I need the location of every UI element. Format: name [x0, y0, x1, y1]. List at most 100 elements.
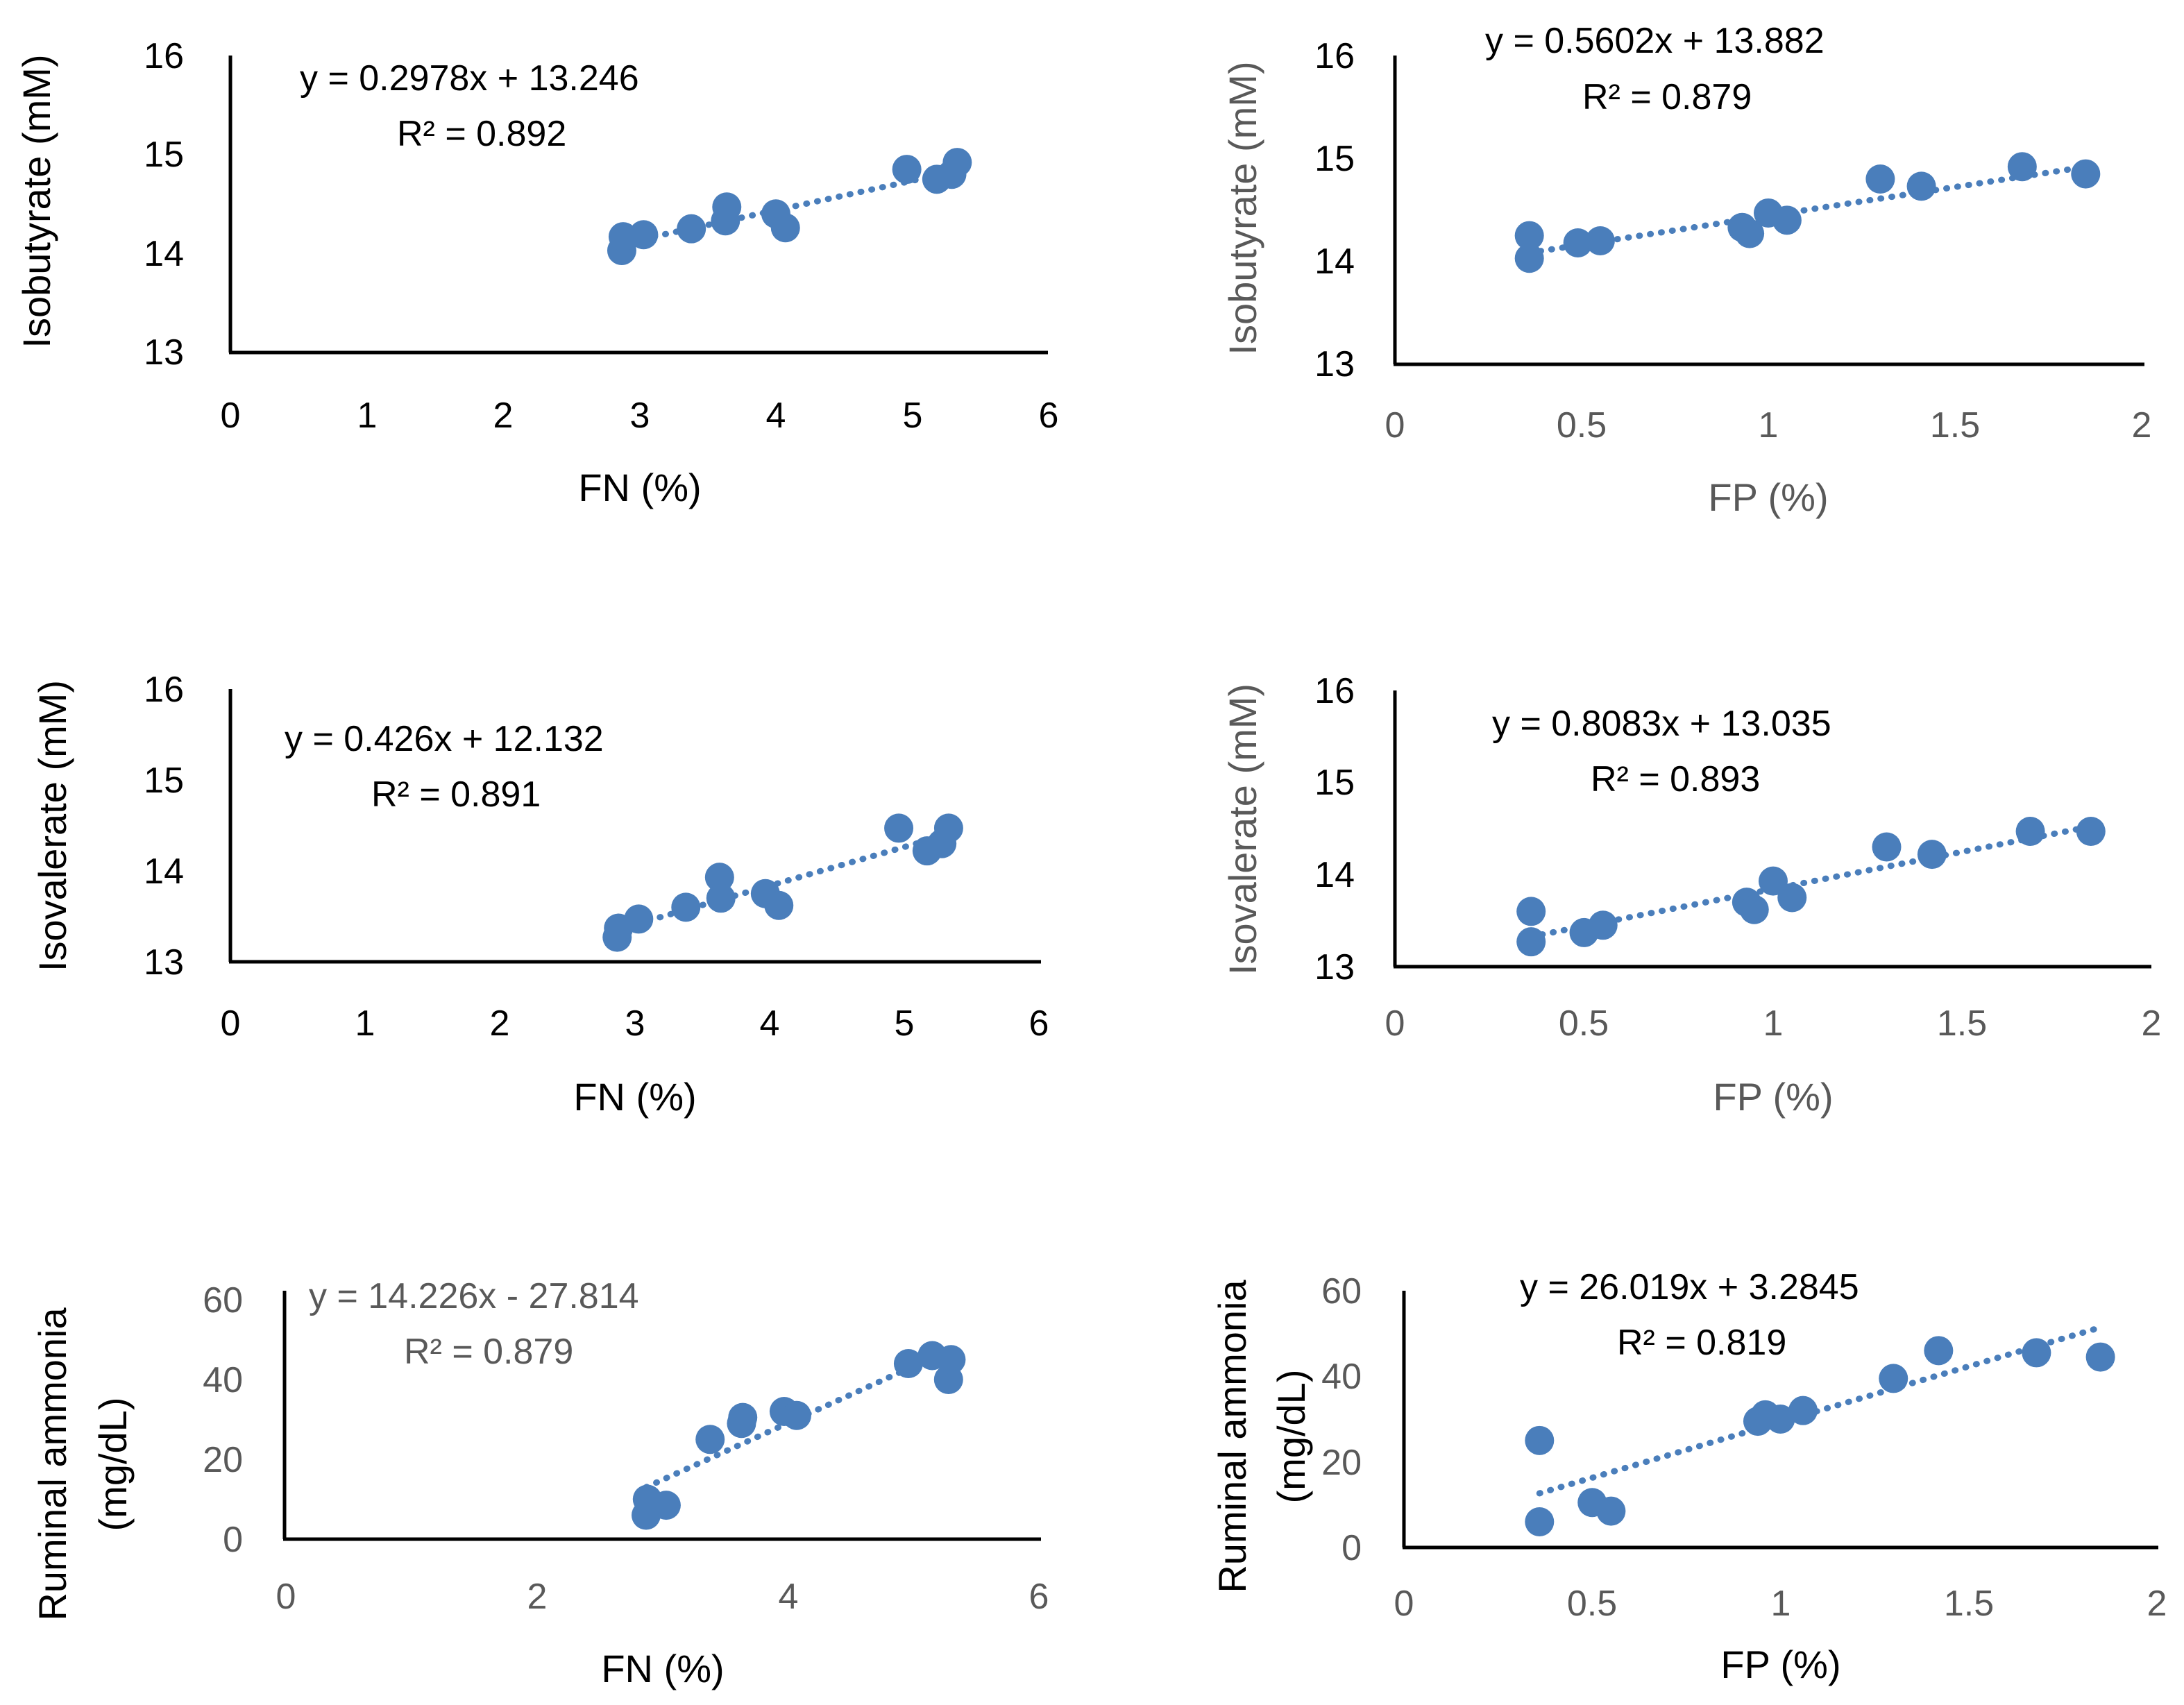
data-point — [1766, 1405, 1795, 1434]
panel-isobutyrate-fn: 13 14 15 16 0 1 2 3 4 5 6 FN (%) Isobuty… — [15, 36, 1058, 509]
y-tick-label: 60 — [203, 1280, 243, 1321]
data-point — [1516, 927, 1546, 957]
x-tick-label: 0 — [1385, 1003, 1405, 1044]
data-point — [2085, 1342, 2115, 1372]
r-squared: R² = 0.819 — [1617, 1323, 1786, 1363]
trendline-equation: y = 14.226x - 27.814 — [309, 1276, 639, 1316]
data-point — [1924, 1336, 1954, 1366]
y-tick-label: 20 — [1321, 1443, 1362, 1483]
trendline-equation: y = 0.5602x + 13.882 — [1485, 21, 1825, 61]
x-tick-label: 0 — [221, 396, 241, 436]
y-tick-label: 15 — [1314, 139, 1355, 179]
data-point — [942, 148, 972, 178]
data-point — [892, 155, 922, 185]
panel-isovalerate-fp: 13 14 15 16 0 0.5 1 1.5 2 FP (%) Isovale… — [1221, 671, 2161, 1119]
y-tick-label: 15 — [144, 761, 184, 801]
x-axis-title: FP (%) — [1713, 1075, 1833, 1119]
data-point — [1772, 205, 1802, 235]
data-point — [706, 883, 736, 913]
x-tick-label: 1.5 — [1944, 1584, 1994, 1624]
x-tick-label: 6 — [1029, 1577, 1049, 1617]
x-axis-title: FN (%) — [573, 1075, 696, 1119]
y-tick-label: 15 — [1314, 763, 1355, 803]
y-tick-label: 13 — [144, 942, 184, 983]
y-tick-label: 60 — [1321, 1271, 1362, 1312]
data-point — [1516, 897, 1546, 926]
panel-ammonia-fp: 0 20 40 60 0 0.5 1 1.5 2 FP (%) Ruminal … — [1210, 1267, 2167, 1686]
y-axis-title: Isovalerate (mM) — [31, 680, 74, 972]
x-tick-label: 0.5 — [1559, 1003, 1609, 1044]
y-axis-title: Isobutyrate (mM) — [1221, 61, 1264, 355]
y-tick-label: 14 — [1314, 855, 1355, 895]
x-tick-label: 3 — [630, 396, 650, 436]
trendline-equation: y = 0.2978x + 13.246 — [300, 58, 639, 99]
data-point — [1588, 910, 1618, 940]
x-tick-label: 1 — [357, 396, 378, 436]
data-point — [1917, 840, 1947, 870]
y-axis-title-line-1: Ruminal ammonia — [31, 1307, 74, 1621]
x-tick-label: 0 — [221, 1003, 241, 1044]
x-tick-label: 2 — [2142, 1003, 2162, 1044]
data-point — [1596, 1496, 1626, 1526]
data-point — [770, 213, 800, 243]
data-point — [1563, 228, 1593, 257]
trendline-equation: y = 0.426x + 12.132 — [285, 719, 604, 759]
data-points — [631, 1341, 966, 1530]
data-point — [781, 1400, 811, 1430]
x-tick-label: 1 — [1771, 1584, 1791, 1624]
trendline — [1526, 163, 2089, 256]
x-tick-label: 1.5 — [1937, 1003, 1987, 1044]
data-point — [1906, 171, 1936, 201]
data-point — [2015, 816, 2045, 846]
x-axis-title: FP (%) — [1708, 475, 1828, 519]
x-tick-label: 2 — [493, 396, 514, 436]
data-point — [1872, 832, 1902, 862]
data-point — [893, 1349, 923, 1378]
data-point — [695, 1425, 725, 1454]
y-tick-label: 20 — [203, 1440, 243, 1480]
trendline-equation: y = 26.019x + 3.2845 — [1520, 1267, 1859, 1307]
x-tick-label: 2 — [2132, 405, 2152, 446]
r-squared: R² = 0.892 — [397, 114, 566, 154]
data-point — [2071, 159, 2101, 189]
x-tick-label: 0.5 — [1557, 405, 1607, 446]
x-tick-label: 5 — [895, 1003, 915, 1044]
x-tick-label: 1.5 — [1930, 405, 1980, 446]
x-axis-title: FN (%) — [578, 466, 701, 509]
data-point — [1525, 1507, 1555, 1536]
data-point — [884, 813, 914, 843]
y-tick-label: 0 — [223, 1520, 243, 1560]
y-tick-label: 14 — [1314, 241, 1355, 282]
data-point — [1788, 1396, 1818, 1425]
data-point — [1514, 244, 1544, 273]
y-tick-label: 13 — [1314, 947, 1355, 987]
data-point — [764, 890, 794, 920]
x-tick-label: 4 — [779, 1577, 799, 1617]
r-squared: R² = 0.891 — [371, 774, 541, 815]
data-point — [1525, 1425, 1555, 1455]
data-point — [671, 892, 701, 922]
x-tick-label: 6 — [1029, 1003, 1049, 1044]
x-tick-label: 1 — [1763, 1003, 1784, 1044]
x-tick-label: 6 — [1039, 396, 1059, 436]
y-tick-label: 16 — [1314, 36, 1355, 76]
data-points — [1516, 816, 2106, 957]
y-tick-label: 40 — [1321, 1357, 1362, 1397]
y-axis-title-line-1: Ruminal ammonia — [1210, 1280, 1254, 1593]
x-tick-label: 3 — [625, 1003, 645, 1044]
data-points — [602, 813, 963, 952]
panel-ammonia-fn: 0 20 40 60 0 2 4 6 FN (%) Ruminal ammoni… — [31, 1276, 1049, 1690]
data-point — [629, 220, 659, 250]
data-point — [936, 1345, 966, 1375]
r-squared: R² = 0.893 — [1591, 759, 1760, 799]
x-tick-label: 0.5 — [1567, 1584, 1617, 1624]
y-tick-label: 16 — [144, 670, 184, 710]
y-tick-label: 15 — [144, 135, 184, 175]
x-axis-title: FP (%) — [1720, 1643, 1840, 1686]
y-tick-label: 13 — [1314, 344, 1355, 384]
y-axis-title: Isovalerate (mM) — [1221, 684, 1264, 975]
data-point — [2076, 816, 2106, 846]
x-tick-label: 2 — [2147, 1584, 2167, 1624]
trendline — [613, 831, 952, 933]
